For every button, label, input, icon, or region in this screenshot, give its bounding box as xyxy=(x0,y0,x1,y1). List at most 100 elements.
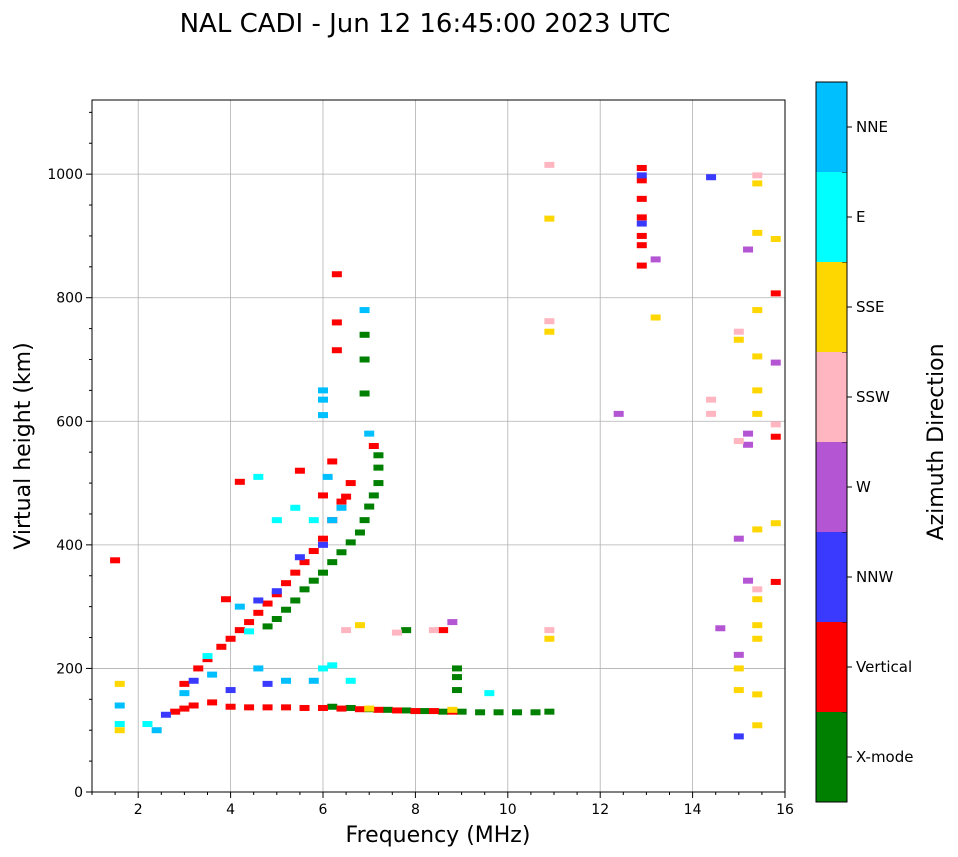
colorbar: X-mode Vertical NNW W SSW SSE E NNE xyxy=(815,81,913,803)
data-point-nnw xyxy=(160,711,171,718)
x-tick-label: 12 xyxy=(591,802,609,818)
data-point-e xyxy=(345,677,356,684)
data-point-vertical xyxy=(202,656,213,663)
data-point-sse xyxy=(752,622,763,629)
data-point-ssw xyxy=(428,627,439,634)
data-point-vertical xyxy=(391,707,402,714)
data-point-vertical xyxy=(220,596,231,603)
data-point-sse xyxy=(752,307,763,314)
data-point-w xyxy=(650,256,661,263)
data-point-nne xyxy=(359,307,370,314)
data-point-vertical xyxy=(318,492,328,499)
data-point-w xyxy=(715,625,726,632)
x-tick-label: 6 xyxy=(319,802,328,818)
y-tick-label: 0 xyxy=(74,785,83,801)
data-point-e xyxy=(327,662,338,669)
data-point-vertical xyxy=(299,704,310,711)
data-point-sse xyxy=(752,722,763,729)
data-point-e xyxy=(114,721,125,728)
data-point-vertical xyxy=(234,478,245,485)
y-tick-label: 1000 xyxy=(47,167,83,183)
data-point-x-mode xyxy=(475,709,486,716)
data-point-nnw xyxy=(706,174,717,181)
data-point-vertical xyxy=(331,347,342,354)
data-point-vertical xyxy=(428,708,439,715)
data-point-x-mode xyxy=(290,597,301,604)
data-point-vertical xyxy=(281,704,292,711)
data-point-nnw xyxy=(271,588,282,595)
colorbar-segment-ssw xyxy=(816,352,847,442)
data-point-sse xyxy=(544,635,555,642)
data-point-sse xyxy=(447,706,458,713)
data-point-sse xyxy=(752,635,763,642)
data-point-sse xyxy=(752,387,763,394)
data-point-nnw xyxy=(253,597,264,604)
data-point-vertical xyxy=(170,708,181,715)
data-point-nne xyxy=(253,665,264,672)
data-point-x-mode xyxy=(262,623,273,630)
data-point-x-mode xyxy=(401,627,412,634)
data-point-ssw xyxy=(544,318,555,325)
data-point-nne xyxy=(336,504,347,511)
data-point-nnw xyxy=(636,172,647,179)
data-point-nne xyxy=(114,702,125,709)
data-point-vertical xyxy=(244,704,255,711)
data-point-x-mode xyxy=(327,703,338,710)
data-point-vertical xyxy=(636,177,647,184)
data-point-vertical xyxy=(410,708,421,715)
y-tick-label: 600 xyxy=(56,414,83,430)
data-point-nne xyxy=(318,396,328,403)
data-point-vertical xyxy=(299,559,310,566)
data-point-vertical xyxy=(244,619,255,626)
data-point-vertical xyxy=(318,704,328,711)
data-point-ssw xyxy=(544,627,555,634)
data-point-x-mode xyxy=(359,331,370,338)
data-point-x-mode xyxy=(438,708,449,715)
data-point-e xyxy=(244,628,255,635)
data-point-x-mode xyxy=(512,709,523,716)
x-tick-label: 4 xyxy=(226,802,235,818)
data-point-vertical xyxy=(336,498,347,505)
data-point-x-mode xyxy=(359,390,370,397)
data-point-e xyxy=(484,690,495,697)
x-axis-label: Frequency (MHz) xyxy=(346,823,531,848)
data-point-nnw xyxy=(733,733,744,740)
data-point-vertical xyxy=(290,569,301,576)
data-point-x-mode xyxy=(308,577,319,584)
colorbar-label-ssw: SSW xyxy=(856,388,890,406)
data-point-x-mode xyxy=(327,559,338,566)
data-point-vertical xyxy=(234,627,245,634)
data-point-vertical xyxy=(636,262,647,269)
data-point-sse xyxy=(770,520,781,527)
data-point-e xyxy=(253,473,264,480)
colorbar-segment-w xyxy=(816,442,847,532)
data-point-ssw xyxy=(706,396,717,403)
chart-title: NAL CADI - Jun 12 16:45:00 2023 UTC xyxy=(180,9,671,39)
data-point-x-mode xyxy=(373,452,384,459)
data-point-w xyxy=(733,651,744,658)
data-point-vertical xyxy=(253,609,264,616)
data-point-vertical xyxy=(341,493,352,500)
colorbar-label-nnw: NNW xyxy=(856,568,893,586)
data-point-vertical xyxy=(636,242,647,249)
x-tick-label: 8 xyxy=(411,802,420,818)
data-point-vertical xyxy=(770,290,781,297)
data-point-sse xyxy=(114,680,125,687)
data-point-ssw xyxy=(752,586,763,593)
data-point-vertical xyxy=(373,706,384,713)
data-point-x-mode xyxy=(336,549,347,556)
data-point-nne xyxy=(322,473,333,480)
data-point-e xyxy=(202,653,213,660)
data-point-x-mode xyxy=(456,708,467,715)
data-point-w xyxy=(743,430,754,437)
data-point-sse xyxy=(733,665,744,672)
data-point-sse xyxy=(114,727,125,734)
data-point-nne xyxy=(364,430,375,437)
data-point-ssw xyxy=(341,627,352,634)
data-point-vertical xyxy=(770,578,781,585)
data-point-vertical xyxy=(179,705,190,712)
data-point-w xyxy=(743,577,754,584)
data-point-vertical xyxy=(193,665,204,672)
data-point-nne xyxy=(281,677,292,684)
